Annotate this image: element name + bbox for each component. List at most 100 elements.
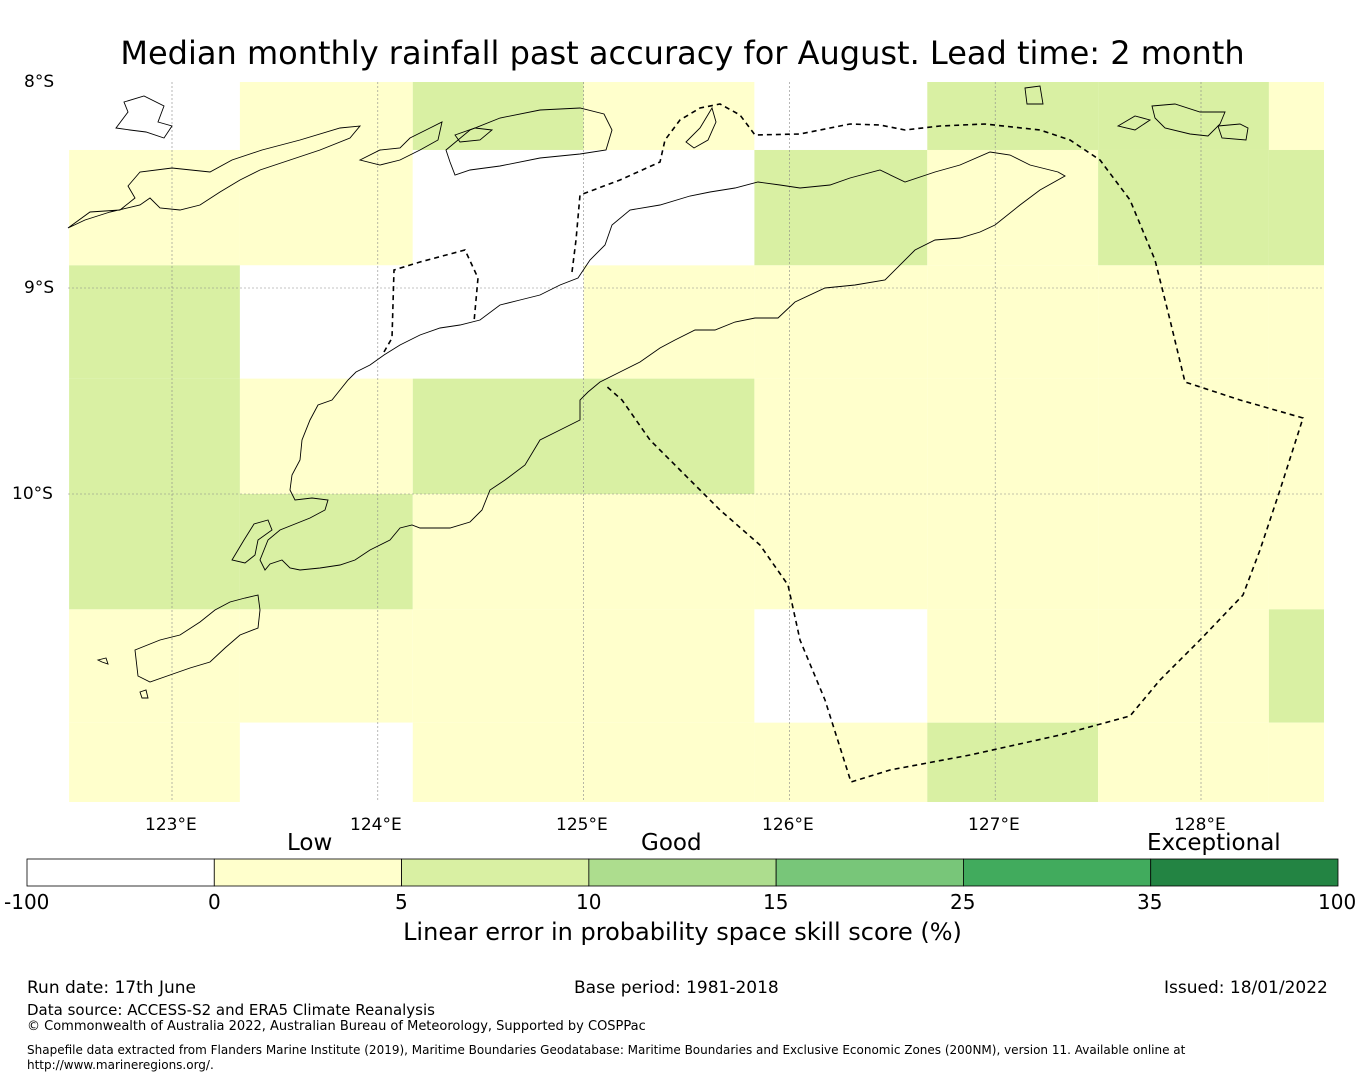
grid-cell-negative — [583, 149, 755, 266]
coastline-semau — [231, 519, 273, 564]
category-exceptional: Exceptional — [1147, 830, 1281, 856]
coastline-islet — [139, 689, 149, 699]
grid-cell-good — [583, 378, 755, 494]
coastlines — [67, 85, 1249, 699]
grid-cell-low — [1098, 494, 1269, 610]
lat-label-9s: 9°S — [24, 278, 55, 298]
lon-label-126e: 126°E — [762, 815, 814, 835]
base-period: Base period: 1981-2018 — [574, 978, 779, 998]
coastline-wetar-east — [1024, 85, 1044, 105]
grid-cell-good — [69, 378, 240, 494]
grid-cell-low — [239, 378, 413, 494]
grid-cell-low — [927, 149, 1099, 266]
copyright: © Commonwealth of Australia 2022, Austra… — [27, 1019, 646, 1034]
grid-cell-low — [927, 609, 1099, 723]
grid-cell-good — [412, 378, 584, 494]
grid-cell-good — [1098, 82, 1269, 150]
grid-cell-low — [69, 149, 240, 266]
colorbar-segment — [1150, 858, 1339, 887]
grid-cell-low — [412, 722, 584, 802]
lon-label-125e: 125°E — [556, 815, 608, 835]
grid-cell-low — [1098, 609, 1269, 723]
issued-date: Issued: 18/01/2022 — [1164, 978, 1328, 998]
grid-cell-low — [239, 609, 413, 723]
tick-label: 10 — [576, 890, 602, 914]
coastline-small-2 — [1217, 123, 1249, 141]
grid-cell-low — [927, 265, 1099, 379]
grid-cell-low — [1268, 378, 1324, 494]
grid-cell-low — [412, 609, 584, 723]
grid-cell-low — [1268, 265, 1324, 379]
grid-cell-low — [754, 265, 928, 379]
grid-cell-low — [583, 609, 755, 723]
grid-cell-negative — [412, 265, 584, 379]
tick-label: -100 — [4, 890, 50, 914]
tick-label: 15 — [763, 890, 789, 914]
grid-cell-good — [412, 82, 584, 150]
colorbar-segment — [213, 858, 402, 887]
lon-label-127e: 127°E — [968, 815, 1020, 835]
coastline-alor — [358, 121, 443, 166]
grid-cell-good — [754, 149, 928, 266]
colorbar-segment — [26, 858, 215, 887]
grid-cell-low — [239, 82, 413, 150]
colorbar-segment — [588, 858, 777, 887]
run-date: Run date: 17th June — [27, 978, 196, 998]
grid-cell-low — [69, 722, 240, 802]
coastline-island — [115, 95, 173, 139]
grid-cell-negative — [754, 82, 928, 150]
shapefile-url: http://www.marineregions.org/. — [27, 1058, 214, 1072]
tick-label: 35 — [1137, 890, 1163, 914]
maritime-boundary — [383, 103, 1305, 783]
grid-cell-low — [1268, 722, 1324, 802]
coastline-rote — [134, 594, 261, 683]
grid-cell-low — [927, 378, 1099, 494]
grid-cell-low — [583, 265, 755, 379]
grid-cell-good — [69, 265, 240, 379]
grid-cell-low — [1268, 494, 1324, 610]
grid-cell-low — [69, 609, 240, 723]
grid-cell-low — [583, 494, 755, 610]
grid-cell-low — [583, 722, 755, 802]
grid-cell-low — [412, 494, 584, 610]
coastline-ndao — [96, 657, 109, 665]
grid-cell-negative — [239, 722, 413, 802]
grid-cell-low — [1098, 265, 1269, 379]
lat-label-10s: 10°S — [12, 484, 53, 504]
lon-label-124e: 124°E — [350, 815, 402, 835]
grid-cell-low — [754, 494, 928, 610]
graticule — [68, 82, 1324, 802]
coastline-atauro — [685, 106, 717, 149]
grid-cell-negative — [69, 82, 240, 150]
lat-label-8s: 8°S — [24, 72, 55, 92]
category-good: Good — [641, 830, 702, 856]
grid-cell-good — [1268, 149, 1324, 266]
grid-cell-negative — [412, 149, 584, 266]
colorbar-segment — [401, 858, 590, 887]
data-source: Data source: ACCESS-S2 and ERA5 Climate … — [27, 1001, 435, 1019]
category-low: Low — [287, 830, 333, 856]
skill-grid — [69, 82, 1324, 802]
coastline-babar — [1151, 103, 1226, 137]
grid-cell-negative — [239, 265, 413, 379]
coastline-wetar — [445, 107, 613, 176]
coastline-flores — [67, 125, 362, 229]
coastline-timor — [259, 151, 1066, 571]
coastline-small-1 — [1116, 115, 1152, 131]
grid-cell-low — [754, 722, 928, 802]
grid-cell-low — [1268, 82, 1324, 150]
grid-cell-good — [1268, 609, 1324, 723]
grid-cell-good — [69, 494, 240, 610]
grid-cell-low — [927, 494, 1099, 610]
tick-label: 5 — [395, 890, 408, 914]
colorbar-segment — [775, 858, 964, 887]
grid-cell-negative — [754, 609, 928, 723]
map-title: Median monthly rainfall past accuracy fo… — [120, 34, 1245, 72]
grid-cell-low — [1098, 722, 1269, 802]
grid-cell-low — [583, 82, 755, 150]
grid-cell-good — [927, 722, 1099, 802]
grid-cell-good — [927, 82, 1099, 150]
grid-cell-low — [1098, 378, 1269, 494]
grid-cell-good — [239, 494, 413, 610]
